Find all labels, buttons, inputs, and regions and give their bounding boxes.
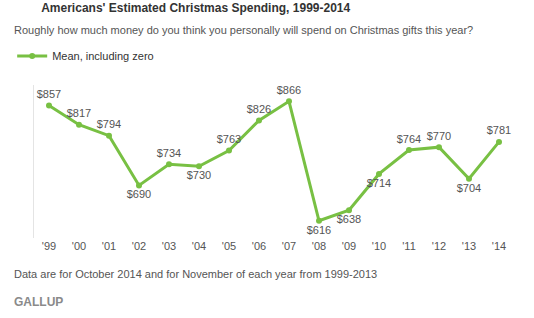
svg-text:$794: $794	[97, 118, 121, 130]
svg-text:'05: '05	[222, 240, 236, 252]
svg-text:'13: '13	[462, 240, 476, 252]
svg-text:'09: '09	[342, 240, 356, 252]
svg-text:'04: '04	[192, 240, 206, 252]
svg-text:$866: $866	[277, 84, 301, 96]
svg-text:'03: '03	[162, 240, 176, 252]
svg-text:'02: '02	[132, 240, 146, 252]
svg-text:'07: '07	[282, 240, 296, 252]
svg-text:Data are for October 2014 and: Data are for October 2014 and for Novemb…	[14, 268, 377, 280]
svg-text:$730: $730	[187, 169, 211, 181]
svg-text:$826: $826	[247, 103, 271, 115]
svg-text:GALLUP: GALLUP	[14, 295, 63, 309]
svg-text:'12: '12	[432, 240, 446, 252]
svg-text:'14: '14	[492, 240, 506, 252]
svg-text:Americans' Estimated Christmas: Americans' Estimated Christmas Spending,…	[41, 1, 350, 15]
svg-text:$781: $781	[487, 124, 511, 136]
svg-text:$770: $770	[427, 130, 451, 142]
svg-text:'06: '06	[252, 240, 266, 252]
svg-text:'99: '99	[42, 240, 56, 252]
svg-text:$616: $616	[307, 224, 331, 236]
svg-text:$857: $857	[37, 88, 61, 100]
svg-text:$714: $714	[367, 177, 391, 189]
svg-text:Mean, including zero: Mean, including zero	[52, 50, 154, 62]
svg-text:$817: $817	[67, 107, 91, 119]
svg-text:'11: '11	[402, 240, 416, 252]
svg-text:'08: '08	[312, 240, 326, 252]
svg-text:'01: '01	[102, 240, 116, 252]
svg-text:$704: $704	[457, 182, 481, 194]
svg-text:$690: $690	[127, 188, 151, 200]
svg-text:'00: '00	[72, 240, 86, 252]
svg-text:Roughly how much money do you: Roughly how much money do you think you …	[14, 24, 473, 36]
svg-text:$763: $763	[217, 133, 241, 145]
svg-text:$638: $638	[337, 213, 361, 225]
svg-text:$734: $734	[157, 147, 181, 159]
svg-text:$764: $764	[397, 133, 421, 145]
svg-text:'10: '10	[372, 240, 386, 252]
